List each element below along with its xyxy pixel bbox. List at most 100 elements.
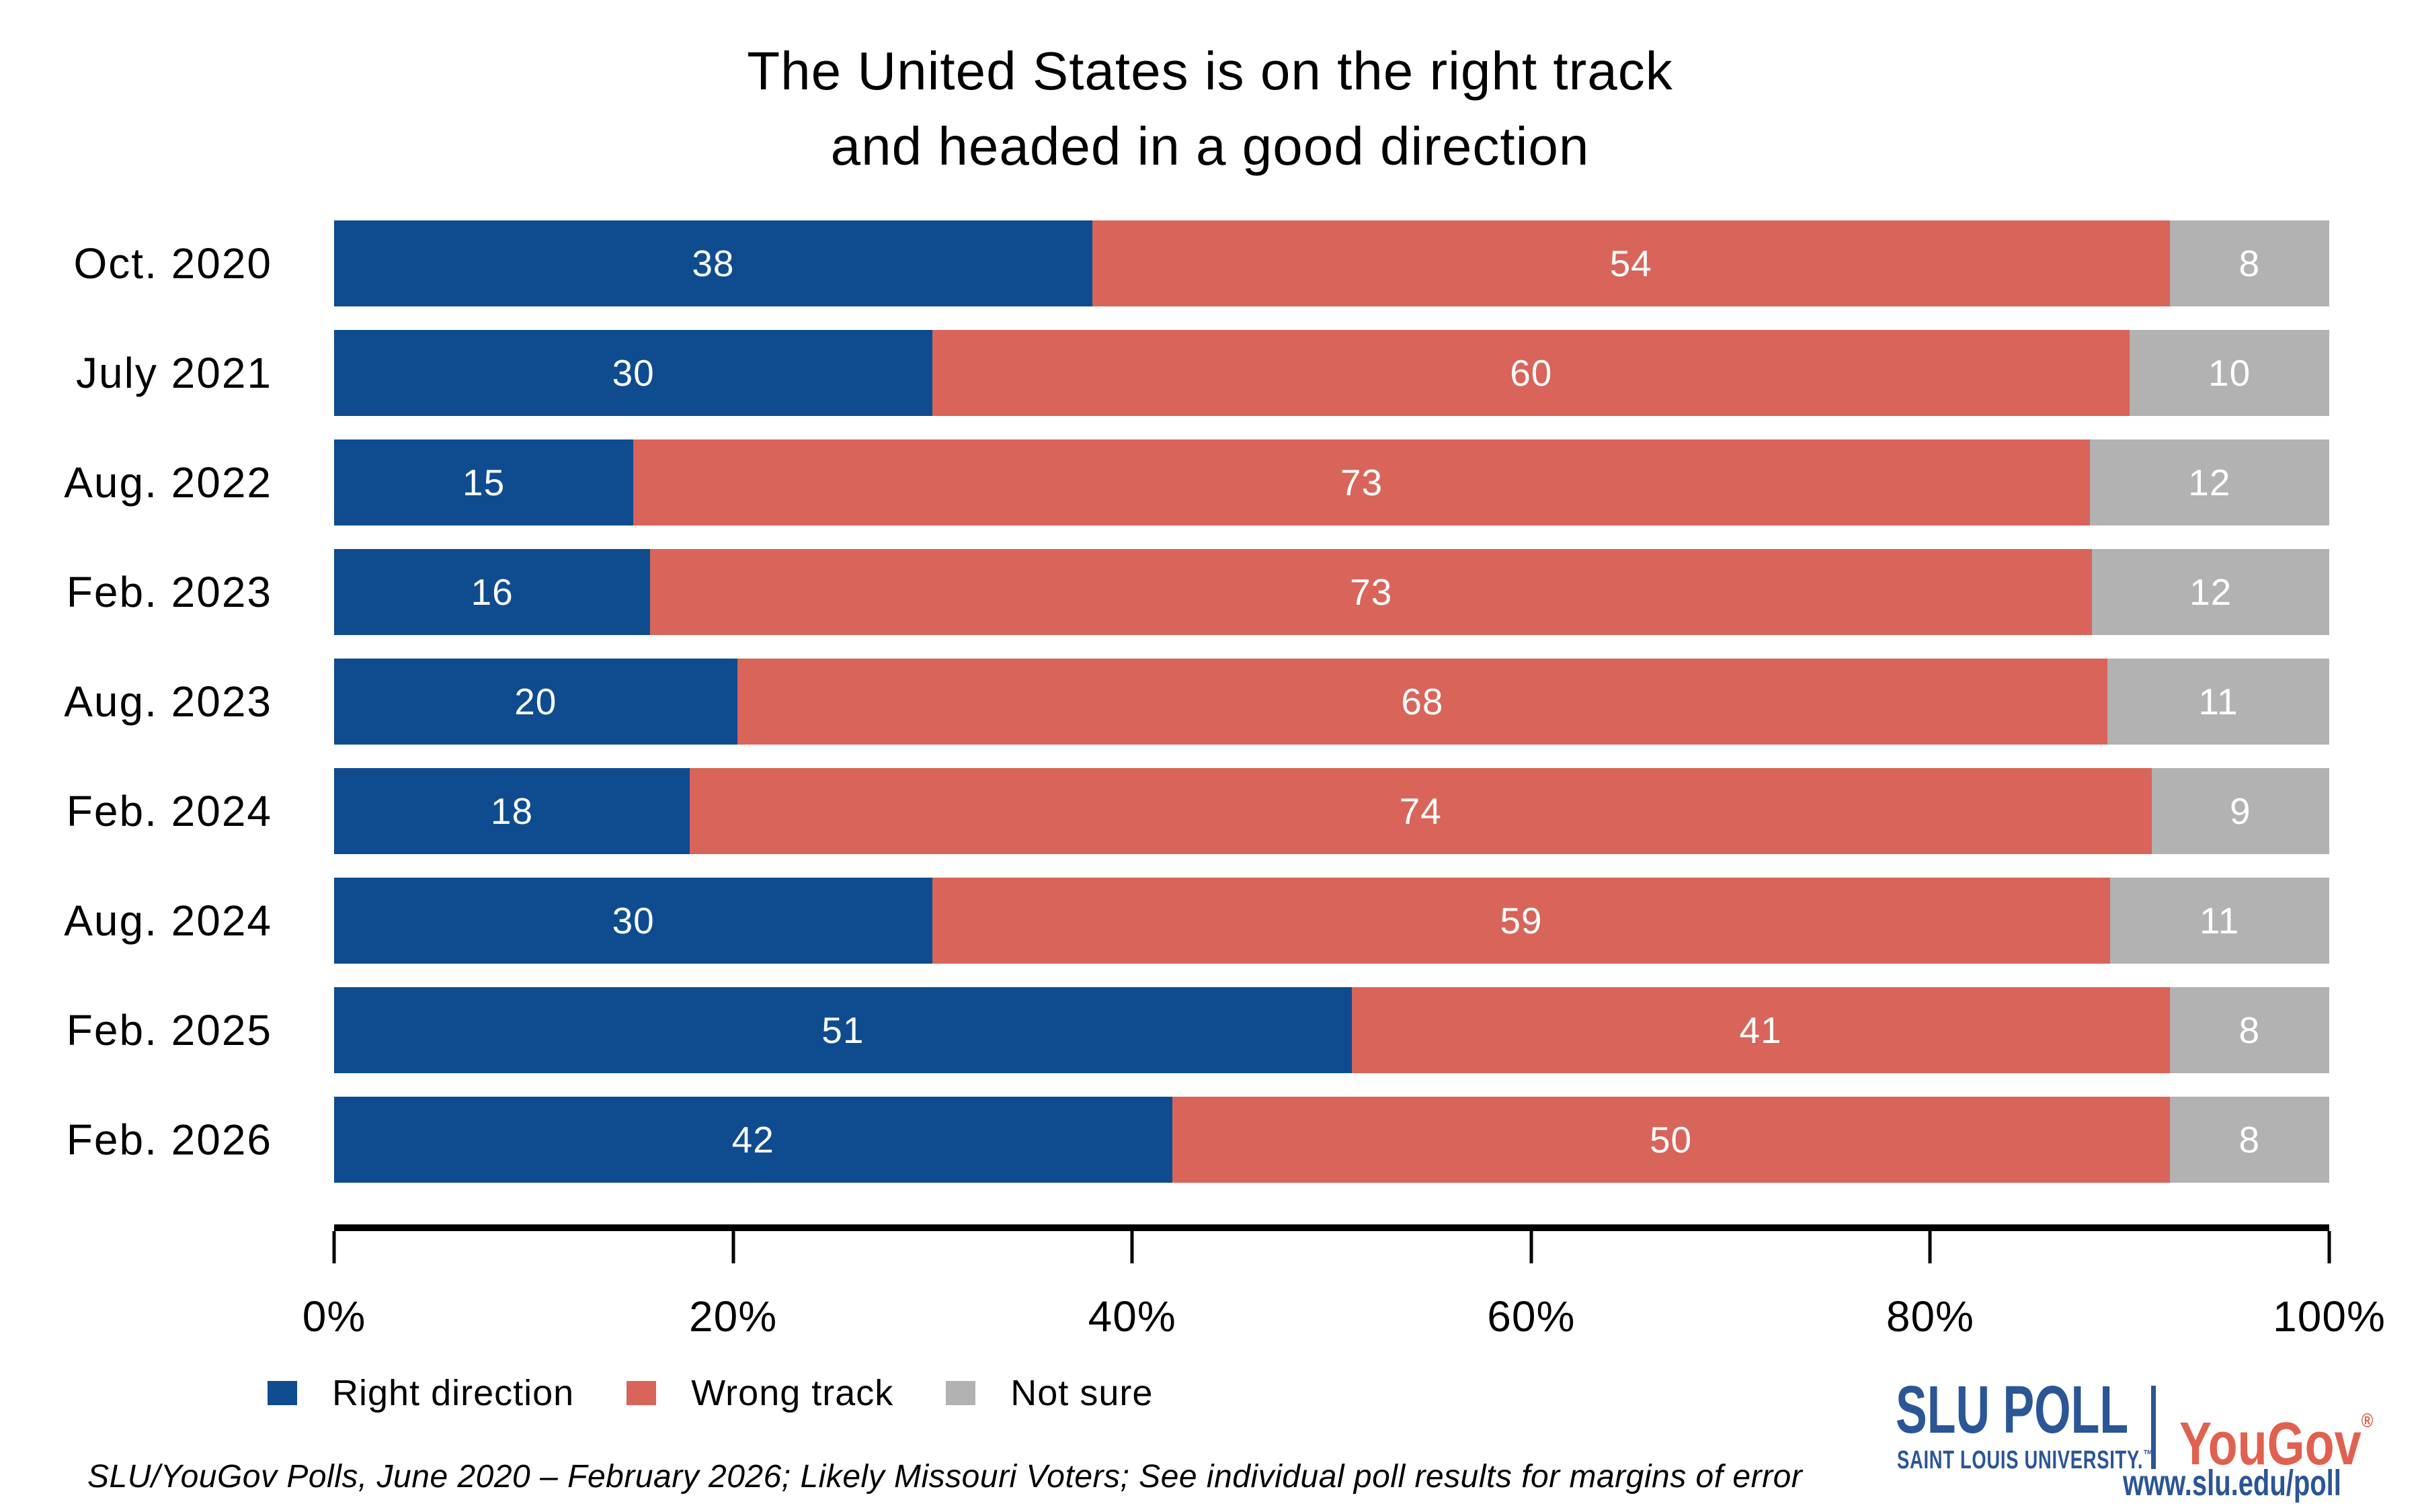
slu-university-wordmark: SAINT LOUIS UNIVERSITY.™ xyxy=(1897,1446,2153,1475)
stacked-bar: 18 74 9 xyxy=(334,768,2329,854)
bar-value-label: 8 xyxy=(2238,1119,2261,1161)
legend-swatch-not-sure xyxy=(946,1381,976,1405)
bar-value-label: 12 xyxy=(2189,571,2232,613)
bar-value-label: 11 xyxy=(2198,681,2238,722)
bar-value-label: 60 xyxy=(1510,352,1553,394)
row-label: Feb. 2024 xyxy=(66,787,272,835)
bar-value-label: 11 xyxy=(2200,900,2240,941)
bar-segment-right-direction: 18 xyxy=(334,768,690,854)
row-label: July 2021 xyxy=(76,349,272,397)
bar-value-label: 8 xyxy=(2238,243,2261,284)
chart-title: The United States is on the right track … xyxy=(0,34,2420,184)
bar-value-label: 54 xyxy=(1609,243,1652,284)
chart-title-line2: and headed in a good direction xyxy=(830,116,1590,176)
source-note: SLU/YouGov Polls, June 2020 – February 2… xyxy=(87,1459,1803,1495)
bar-segment-not-sure: 10 xyxy=(2130,330,2329,416)
x-axis xyxy=(332,1224,2331,1263)
bar-segment-right-direction: 30 xyxy=(334,330,933,416)
bar-segment-wrong-track: 50 xyxy=(1172,1097,2170,1183)
axis-tick-label: 100% xyxy=(2273,1292,2386,1341)
bar-value-label: 42 xyxy=(731,1119,774,1161)
stacked-bar: 30 60 10 xyxy=(334,330,2329,416)
bar-value-label: 12 xyxy=(2188,462,2231,503)
row-label: Feb. 2023 xyxy=(66,568,272,616)
axis-tick xyxy=(2327,1231,2331,1263)
bar-value-label: 30 xyxy=(612,900,655,941)
bar-rows: Oct. 2020 38 54 8 July 2021 30 60 10 Aug. 2022 15… xyxy=(0,220,2329,1206)
stacked-bar: 42 50 8 xyxy=(334,1097,2329,1183)
bar-value-label: 9 xyxy=(2229,790,2251,832)
axis-tick xyxy=(1928,1231,1932,1263)
axis-tick xyxy=(1130,1231,1134,1263)
bar-value-label: 16 xyxy=(471,571,514,613)
bar-row-feb-2023: Feb. 2023 16 73 12 xyxy=(0,549,2329,635)
legend-label: Right direction xyxy=(332,1373,575,1413)
slu-poll-url: www.slu.edu/poll xyxy=(2123,1463,2341,1503)
bar-row-aug-2024: Aug. 2024 30 59 11 xyxy=(0,878,2329,964)
bar-segment-right-direction: 51 xyxy=(334,987,1352,1073)
bar-segment-not-sure: 11 xyxy=(2107,659,2329,745)
yougov-logo: YouGov® xyxy=(2179,1391,2373,1474)
axis-tick xyxy=(731,1231,735,1263)
legend-item-not-sure: Not sure xyxy=(946,1372,1153,1414)
bar-value-label: 30 xyxy=(612,352,655,394)
bar-value-label: 41 xyxy=(1739,1009,1782,1051)
bar-value-label: 50 xyxy=(1649,1119,1693,1161)
bar-segment-not-sure: 11 xyxy=(2109,878,2329,964)
legend-label: Not sure xyxy=(1010,1373,1154,1413)
bar-value-label: 10 xyxy=(2208,352,2251,394)
legend: Right direction Wrong track Not sure xyxy=(268,1371,1153,1415)
axis-tick-label: 40% xyxy=(1088,1292,1176,1341)
bar-segment-right-direction: 30 xyxy=(334,878,933,964)
bar-value-label: 20 xyxy=(514,681,557,722)
bar-segment-right-direction: 38 xyxy=(334,220,1092,306)
legend-swatch-wrong-track xyxy=(627,1381,657,1405)
legend-swatch-right-direction xyxy=(268,1381,297,1405)
row-label: Aug. 2023 xyxy=(64,677,272,726)
bar-segment-right-direction: 42 xyxy=(334,1097,1172,1183)
row-label: Oct. 2020 xyxy=(73,239,272,288)
bar-segment-right-direction: 15 xyxy=(334,439,634,526)
bar-segment-wrong-track: 41 xyxy=(1351,987,2170,1073)
bar-row-july-2021: July 2021 30 60 10 xyxy=(0,330,2329,416)
stacked-bar: 30 59 11 xyxy=(334,878,2329,964)
bar-row-aug-2023: Aug. 2023 20 68 11 xyxy=(0,659,2329,745)
row-label: Feb. 2025 xyxy=(66,1006,272,1054)
bar-segment-not-sure: 12 xyxy=(2089,439,2329,526)
axis-tick-label: 60% xyxy=(1487,1292,1576,1341)
bar-value-label: 18 xyxy=(490,790,534,832)
bar-segment-wrong-track: 54 xyxy=(1092,220,2170,306)
bar-segment-not-sure: 8 xyxy=(2169,987,2329,1073)
bar-segment-wrong-track: 60 xyxy=(932,330,2130,416)
bar-value-label: 73 xyxy=(1340,462,1383,503)
axis-tick-label: 0% xyxy=(302,1292,366,1341)
bar-segment-wrong-track: 68 xyxy=(737,659,2108,745)
bar-row-feb-2024: Feb. 2024 18 74 9 xyxy=(0,768,2329,854)
slu-poll-logo: SLU POLL xyxy=(1896,1372,2129,1447)
bar-segment-right-direction: 20 xyxy=(334,659,737,745)
legend-item-right-direction: Right direction xyxy=(268,1372,574,1414)
stacked-bar: 38 54 8 xyxy=(334,220,2329,306)
bar-segment-wrong-track: 59 xyxy=(932,878,2110,964)
bar-row-feb-2025: Feb. 2025 51 41 8 xyxy=(0,987,2329,1073)
yougov-text: YouGov xyxy=(2179,1411,2362,1478)
bar-segment-wrong-track: 73 xyxy=(650,549,2093,635)
bar-value-label: 73 xyxy=(1350,571,1393,613)
bar-segment-right-direction: 16 xyxy=(334,549,651,635)
stacked-bar: 20 68 11 xyxy=(334,659,2329,745)
axis-tick-label: 80% xyxy=(1886,1292,1974,1341)
brand-divider xyxy=(2151,1386,2156,1469)
axis-tick-label: 20% xyxy=(689,1292,778,1341)
row-label: Feb. 2026 xyxy=(66,1116,272,1164)
axis-tick xyxy=(1529,1231,1533,1263)
bar-segment-wrong-track: 73 xyxy=(633,439,2090,526)
bar-value-label: 8 xyxy=(2238,1009,2261,1051)
bar-segment-not-sure: 9 xyxy=(2151,768,2329,854)
trademark-symbol: ™ xyxy=(2143,1447,2154,1463)
bar-segment-wrong-track: 74 xyxy=(689,768,2152,854)
bar-value-label: 38 xyxy=(692,243,735,284)
bar-row-feb-2026: Feb. 2026 42 50 8 xyxy=(0,1097,2329,1183)
bar-value-label: 15 xyxy=(462,462,506,503)
x-axis-labels: 0% 20% 40% 60% 80% 100% xyxy=(302,1292,2385,1341)
